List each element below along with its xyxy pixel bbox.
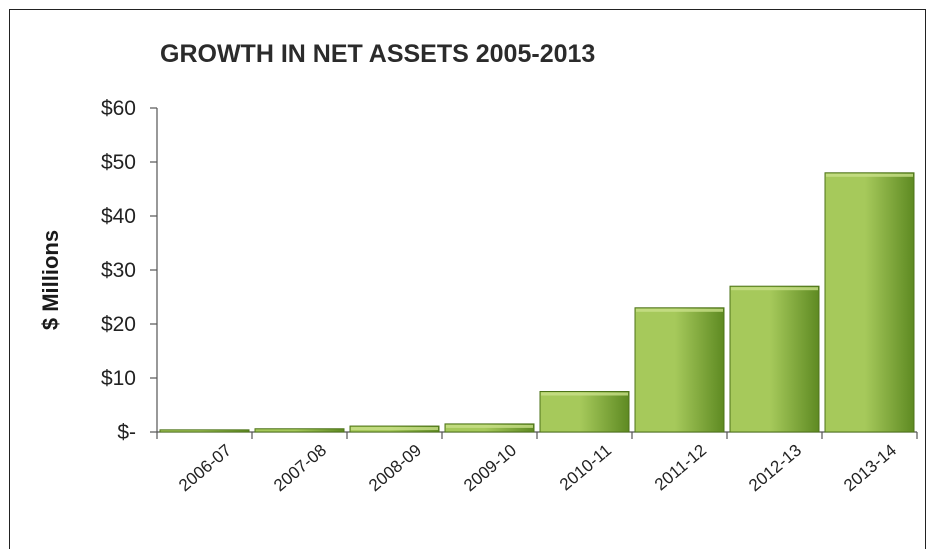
bar-2009-10 [444,423,535,433]
bar-2010-11 [539,391,630,433]
y-tick-label: $60 [101,97,136,120]
y-axis-label: $ Millions [38,230,63,330]
y-tick-labels: $- $10 $20 $30 $40 $50 $60 [101,97,136,444]
x-tick-label: 2012-13 [745,441,805,496]
x-tick-label: 2011-12 [651,441,710,495]
bars [159,172,915,433]
x-tick-label: 2007-08 [270,441,330,496]
bar-2013-14 [824,172,915,433]
bar-chart: GROWTH IN NET ASSETS 2005-2013 $ Million… [38,40,918,496]
y-tick-label: $- [117,421,136,444]
x-tick-label: 2008-09 [365,441,425,496]
chart-frame [9,9,926,549]
bar-highlight [446,424,533,428]
x-tick-label: 2009-10 [460,441,520,496]
bar-2006-07 [159,429,250,433]
bar-2011-12 [634,307,725,433]
x-tick-label: 2010-11 [556,441,615,495]
y-tick-label: $20 [101,313,136,336]
bar-highlight [731,287,818,291]
y-tick-label: $50 [101,151,136,174]
x-tick-label: 2013-14 [840,441,900,496]
bar-highlight [636,308,723,312]
bar-highlight [826,173,913,177]
y-tick-label: $30 [101,259,136,282]
y-tick-label: $40 [101,205,136,228]
bar-highlight [351,427,438,431]
y-tick-label: $10 [101,367,136,390]
x-tick-label: 2006-07 [175,441,235,496]
bar-2012-13 [729,285,820,433]
bar-2007-08 [254,428,345,433]
x-tick-labels: 2006-07 2007-08 2008-09 2009-10 2010-11 2011-… [175,441,900,496]
chart-title: GROWTH IN NET ASSETS 2005-2013 [160,40,595,68]
bar-highlight [541,392,628,396]
